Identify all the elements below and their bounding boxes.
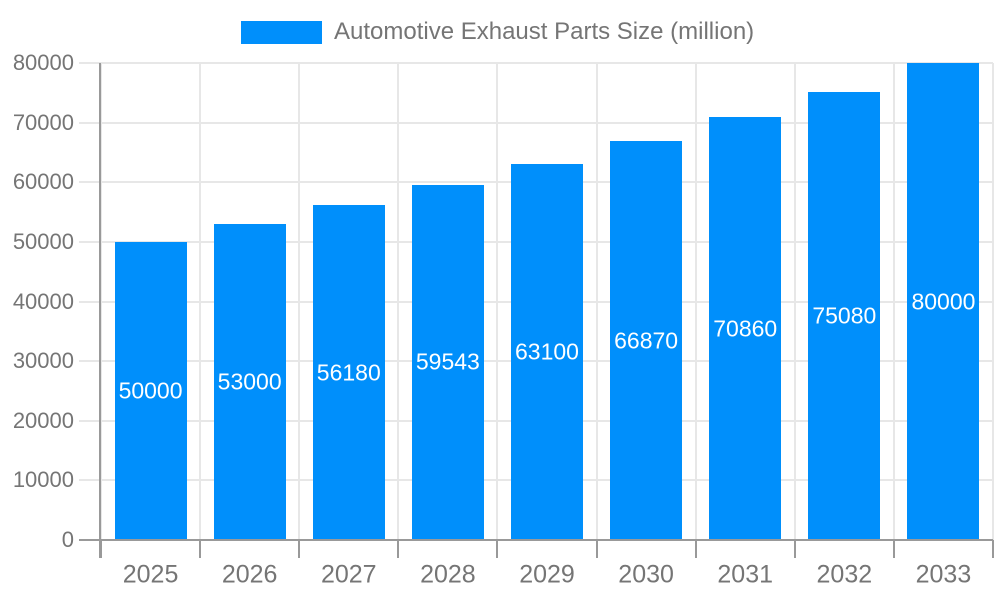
gridline-vertical [595, 63, 598, 540]
bar-value-label: 59543 [415, 348, 480, 375]
bar-value-label: 63100 [515, 338, 579, 365]
x-axis-tick [992, 540, 994, 558]
bar-2028 [411, 184, 484, 540]
gridline-vertical [992, 63, 994, 540]
bar-2029 [511, 163, 583, 540]
bar-2032 [808, 92, 881, 540]
y-axis-tick-label: 0 [61, 527, 74, 552]
bar-value-label: 80000 [911, 288, 976, 314]
bar-2025 [114, 241, 187, 540]
legend-swatch [241, 20, 322, 44]
legend: Automotive Exhaust Parts Size (million) [241, 18, 754, 46]
x-axis-category-label: 2033 [915, 560, 972, 589]
bar-2030 [610, 141, 683, 540]
y-axis-tick-label: 60000 [12, 169, 74, 195]
gridline-vertical [199, 63, 202, 540]
y-axis-tick [79, 360, 101, 363]
x-axis-line [79, 539, 993, 541]
y-axis-tick [79, 121, 101, 124]
x-axis-category-label: 2030 [618, 560, 674, 589]
x-axis-tick [793, 540, 796, 558]
x-axis-category-label: 2025 [122, 560, 179, 589]
gridline-vertical [100, 63, 102, 540]
x-axis-tick [199, 540, 202, 558]
y-axis-line [99, 63, 101, 558]
x-axis-category-label: 2028 [420, 560, 476, 589]
bar-2033 [907, 63, 980, 540]
x-axis-category-label: 2031 [717, 560, 774, 589]
bar-2026 [213, 223, 286, 540]
legend-label: Automotive Exhaust Parts Size (million) [334, 18, 755, 45]
x-axis-tick [100, 540, 102, 558]
x-axis-tick [298, 540, 301, 558]
x-axis-category-label: 2032 [816, 560, 873, 589]
y-axis-tick [79, 240, 101, 243]
bar-value-label: 50000 [118, 377, 183, 404]
y-axis-tick-label: 20000 [12, 407, 74, 433]
bar-value-label: 53000 [217, 368, 282, 395]
y-axis-tick [79, 181, 101, 184]
y-axis-tick-label: 10000 [12, 467, 74, 493]
x-axis-tick [694, 540, 697, 558]
gridline-vertical [397, 63, 400, 540]
bar-2027 [312, 205, 385, 540]
gridline-vertical [793, 63, 796, 540]
gridline-horizontal [101, 121, 993, 124]
gridline-vertical [694, 63, 697, 540]
bar-2031 [709, 117, 782, 540]
bar-value-label: 70860 [713, 315, 778, 342]
bar-value-label: 75080 [812, 302, 877, 329]
gridline-vertical [892, 63, 895, 540]
y-axis-tick [79, 62, 101, 64]
x-axis-tick [397, 540, 400, 558]
y-axis-tick-label: 40000 [12, 288, 74, 314]
gridline-vertical [496, 63, 499, 540]
bar-value-label: 56180 [316, 359, 381, 385]
x-axis-category-label: 2029 [519, 560, 575, 589]
x-axis-tick [496, 540, 499, 558]
bar-value-label: 66870 [614, 327, 679, 354]
y-axis-tick-label: 30000 [12, 348, 74, 374]
y-axis-tick-label: 70000 [12, 109, 74, 135]
gridline-horizontal [101, 62, 993, 64]
y-axis-tick [79, 479, 101, 482]
y-axis-tick [79, 419, 101, 422]
x-axis-category-label: 2026 [221, 560, 278, 589]
y-axis-tick-label: 50000 [12, 228, 74, 254]
x-axis-category-label: 2027 [320, 560, 377, 589]
x-axis-tick [892, 540, 895, 558]
gridline-vertical [298, 63, 301, 540]
x-axis-tick [595, 540, 598, 558]
y-axis-tick-label: 80000 [12, 50, 74, 75]
y-axis-tick [79, 300, 101, 303]
